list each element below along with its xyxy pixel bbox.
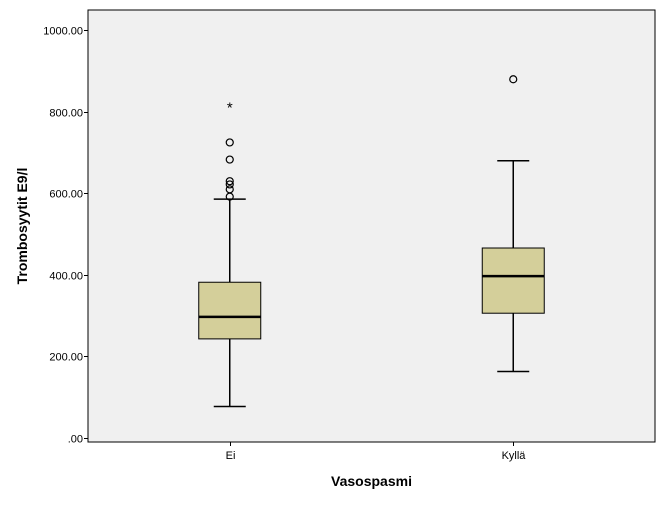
box-group: * bbox=[198, 75, 545, 408]
y-tick-label: 800.00 bbox=[49, 108, 83, 120]
x-tick-label: Kyllä bbox=[502, 450, 527, 462]
plot-area bbox=[87, 9, 656, 443]
outlier-point bbox=[509, 75, 518, 84]
outlier-point bbox=[225, 180, 234, 189]
box-2 bbox=[481, 75, 545, 373]
outlier-point bbox=[225, 155, 234, 164]
iqr-box bbox=[198, 281, 262, 340]
iqr-box bbox=[481, 247, 545, 314]
y-tick-label: .00 bbox=[68, 434, 83, 446]
y-axis-title: Trombosyytit E9/l bbox=[14, 168, 30, 285]
x-axis: Ei Kyllä bbox=[226, 442, 527, 462]
box-1: * bbox=[198, 100, 262, 408]
outlier-point bbox=[225, 138, 234, 147]
y-axis: .00 200.00 400.00 600.00 800.00 1000.00 bbox=[43, 26, 88, 446]
y-tick-label: 1000.00 bbox=[43, 26, 83, 38]
y-tick-label: 600.00 bbox=[49, 189, 83, 201]
outlier-point bbox=[225, 185, 234, 194]
y-tick-label: 400.00 bbox=[49, 271, 83, 283]
x-tick-label: Ei bbox=[226, 450, 236, 462]
extreme-point: * bbox=[227, 100, 233, 117]
outlier-point bbox=[225, 177, 234, 186]
x-axis-title: Vasospasmi bbox=[331, 473, 412, 489]
y-tick-label: 200.00 bbox=[49, 352, 83, 364]
